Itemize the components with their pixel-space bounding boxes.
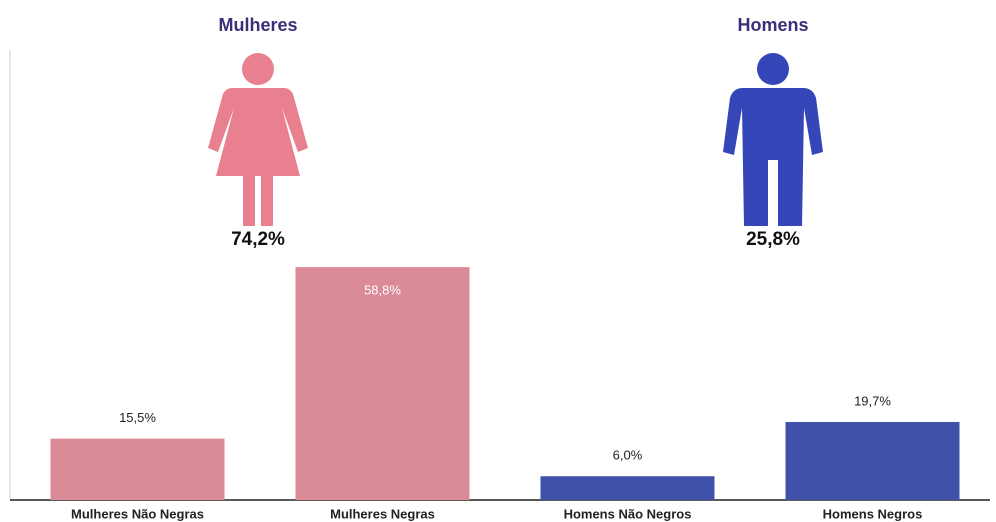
x-tick-label: Homens Negros [823,506,923,521]
person-icon [208,53,308,226]
value-label: 15,5% [119,410,156,425]
person-icon [723,53,823,226]
bar [540,476,715,500]
x-tick-label: Mulheres Não Negras [71,506,204,521]
bar [295,267,470,500]
icon-head [242,53,274,85]
icon-body [723,88,823,226]
icon-head [757,53,789,85]
group-title: Mulheres [218,15,297,35]
icon-body [208,88,308,226]
bar [785,421,960,500]
value-label: 58,8% [364,283,401,298]
x-tick-label: Mulheres Negras [330,506,435,521]
group-share: 25,8% [746,229,800,250]
x-tick-label: Homens Não Negros [564,506,692,521]
value-label: 6,0% [613,448,643,463]
group-title: Homens [737,15,808,35]
bar [50,438,225,500]
value-label: 19,7% [854,393,891,408]
group-share: 74,2% [231,229,285,250]
